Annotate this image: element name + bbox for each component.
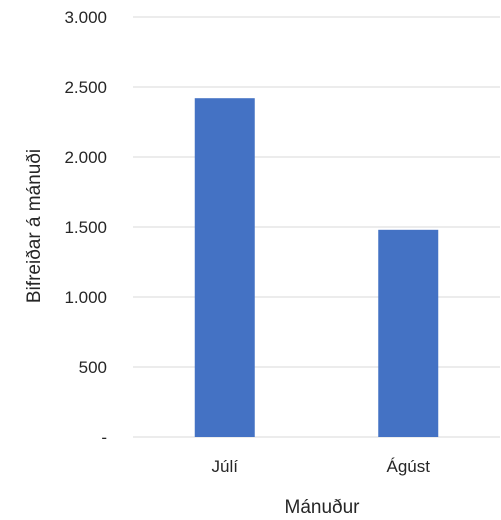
bar [378, 229, 439, 437]
x-axis-tick-labels: Júlí Ágúst [212, 457, 431, 476]
y-tick-label: 1.000 [64, 288, 107, 307]
x-tick-label: Ágúst [387, 457, 431, 476]
y-tick-label: 1.500 [64, 218, 107, 237]
x-axis-title: Mánuður [285, 497, 361, 518]
y-tick-label: 500 [79, 358, 107, 377]
y-tick-label: 3.000 [64, 8, 107, 27]
bar [194, 98, 255, 437]
y-tick-label: 2.000 [64, 148, 107, 167]
y-axis-tick-labels: - 500 1.000 1.500 2.000 2.500 3.000 [64, 8, 107, 447]
y-tick-label: - [101, 428, 107, 447]
gridlines [133, 16, 500, 438]
bars [194, 98, 439, 437]
y-tick-label: 2.500 [64, 78, 107, 97]
x-tick-label: Júlí [212, 457, 239, 476]
y-axis-title: Bifreiðar á mánuði [24, 149, 45, 303]
